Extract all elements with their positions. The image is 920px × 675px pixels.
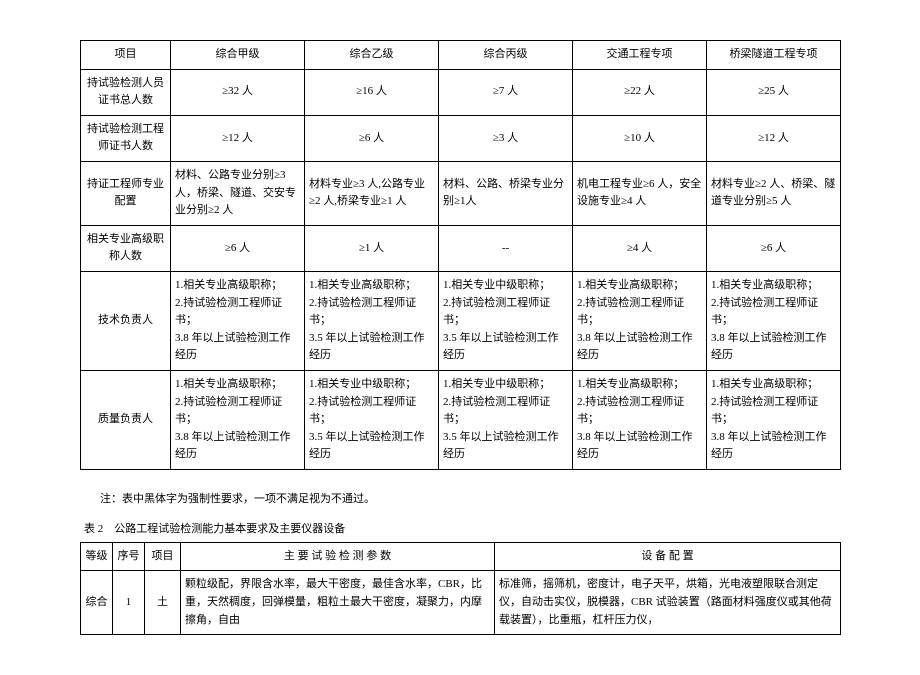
table1-cell: ≥16 人	[305, 69, 439, 115]
table1-row-label: 持试验检测人员证书总人数	[81, 69, 171, 115]
table1-cell: ≥6 人	[305, 115, 439, 161]
table1-header: 综合甲级	[171, 41, 305, 70]
note-text: 注：表中黑体字为强制性要求，一项不满足视为不通过。	[100, 490, 840, 506]
table2-header: 项目	[145, 542, 181, 571]
table1-cell: 1.相关专业高级职称；2.持试验检测工程师证书；3.8 年以上试验检测工作经历	[707, 271, 841, 370]
table1-cell: ≥6 人	[171, 225, 305, 271]
table1-cell: ≥7 人	[439, 69, 573, 115]
table1-cell: --	[439, 225, 573, 271]
requirements-table: 项目综合甲级综合乙级综合丙级交通工程专项桥梁隧道工程专项持试验检测人员证书总人数…	[80, 40, 841, 470]
table1-cell: 1.相关专业高级职称；2.持试验检测工程师证书；3.5 年以上试验检测工作经历	[305, 271, 439, 370]
table1-row-label: 持证工程师专业配置	[81, 161, 171, 225]
table2-header: 主 要 试 验 检 测 参 数	[181, 542, 495, 571]
table1-row-label: 技术负责人	[81, 271, 171, 370]
table1-cell: 材料专业≥3 人,公路专业≥2 人,桥梁专业≥1 人	[305, 161, 439, 225]
table1-cell: 1.相关专业高级职称；2.持试验检测工程师证书；3.8 年以上试验检测工作经历	[573, 271, 707, 370]
table2-header: 设 备 配 置	[495, 542, 841, 571]
table1-header: 项目	[81, 41, 171, 70]
capability-table: 等级序号项目主 要 试 验 检 测 参 数设 备 配 置综合1土颗粒级配，界限含…	[80, 542, 841, 635]
table1-cell: ≥6 人	[707, 225, 841, 271]
table2-title: 表 2 公路工程试验检测能力基本要求及主要仪器设备	[84, 520, 840, 536]
table1-cell: 1.相关专业高级职称；2.持试验检测工程师证书；3.8 年以上试验检测工作经历	[573, 370, 707, 469]
table1-cell: 1.相关专业中级职称；2.持试验检测工程师证书；3.5 年以上试验检测工作经历	[305, 370, 439, 469]
table1-header: 综合乙级	[305, 41, 439, 70]
table1-header: 综合丙级	[439, 41, 573, 70]
table1-header: 交通工程专项	[573, 41, 707, 70]
table2-equip: 标准筛，摇筛机，密度计，电子天平，烘箱，光电液塑限联合测定仪，自动击实仪，脱模器…	[495, 571, 841, 635]
table1-row-label: 持试验检测工程师证书人数	[81, 115, 171, 161]
table1-cell: ≥25 人	[707, 69, 841, 115]
table1-cell: 材料专业≥2 人、桥梁、隧道专业分别≥5 人	[707, 161, 841, 225]
table1-cell: ≥3 人	[439, 115, 573, 161]
table1-cell: 材料、公路专业分别≥3 人，桥梁、隧道、交安专业分别≥2 人	[171, 161, 305, 225]
table1-cell: ≥12 人	[171, 115, 305, 161]
table1-row-label: 相关专业高级职称人数	[81, 225, 171, 271]
table1-cell: ≥32 人	[171, 69, 305, 115]
table2-item: 土	[145, 571, 181, 635]
table1-row-label: 质量负责人	[81, 370, 171, 469]
table2-header: 等级	[81, 542, 113, 571]
table1-cell: 1.相关专业高级职称；2.持试验检测工程师证书；3.8 年以上试验检测工作经历	[707, 370, 841, 469]
table1-cell: ≥12 人	[707, 115, 841, 161]
table1-cell: 机电工程专业≥6 人，安全设施专业≥4 人	[573, 161, 707, 225]
table1-cell: 1.相关专业高级职称；2.持试验检测工程师证书；3.8 年以上试验检测工作经历	[171, 370, 305, 469]
table1-cell: 1.相关专业中级职称；2.持试验检测工程师证书；3.5 年以上试验检测工作经历	[439, 271, 573, 370]
table1-cell: 材料、公路、桥梁专业分别≥1人	[439, 161, 573, 225]
table1-cell: 1.相关专业高级职称；2.持试验检测工程师证书；3.8 年以上试验检测工作经历	[171, 271, 305, 370]
table1-cell: ≥22 人	[573, 69, 707, 115]
table2-header: 序号	[113, 542, 145, 571]
table1-cell: 1.相关专业中级职称；2.持试验检测工程师证书；3.5 年以上试验检测工作经历	[439, 370, 573, 469]
table1-cell: ≥1 人	[305, 225, 439, 271]
table2-params: 颗粒级配，界限含水率，最大干密度，最佳含水率，CBR，比重，天然稠度，回弹模量，…	[181, 571, 495, 635]
table2-grade: 综合	[81, 571, 113, 635]
table1-header: 桥梁隧道工程专项	[707, 41, 841, 70]
table1-cell: ≥4 人	[573, 225, 707, 271]
table1-cell: ≥10 人	[573, 115, 707, 161]
table2-seq: 1	[113, 571, 145, 635]
